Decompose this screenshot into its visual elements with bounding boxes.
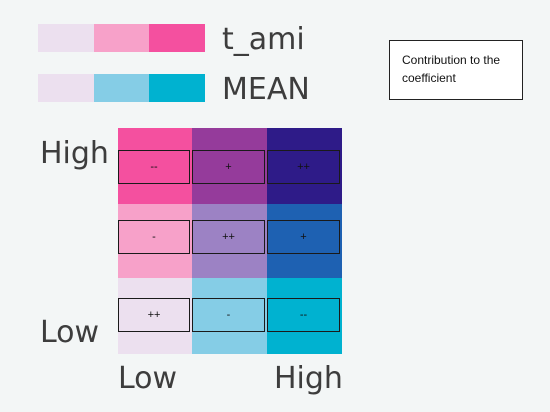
legend-swatch-tami-mid — [94, 24, 149, 52]
grid-cell-r0-c0 — [118, 128, 192, 204]
legend-swatch-mean-high — [149, 74, 205, 102]
grid-cell-r2-c0 — [118, 278, 192, 354]
y-axis-high-label: High — [40, 136, 109, 171]
legend-swatch-mean-mid — [94, 74, 149, 102]
x-axis-low-label: Low — [118, 361, 178, 396]
grid-symbol-r1-c2: + — [267, 220, 340, 254]
grid-cell-r1-c2 — [267, 204, 342, 278]
grid-symbol-r0-c1: + — [192, 150, 265, 184]
legend-label-tami: t_ami — [222, 22, 305, 57]
contribution-note-box: Contribution to the coefficient — [389, 40, 523, 100]
legend-swatch-tami-low — [38, 24, 94, 52]
grid-symbol-r2-c1: - — [192, 298, 265, 332]
grid-cell-r2-c1 — [192, 278, 267, 354]
grid-symbol-r0-c0: -- — [118, 150, 190, 184]
legend-swatch-mean-low — [38, 74, 94, 102]
grid-cell-r1-c0 — [118, 204, 192, 278]
x-axis-high-label: High — [274, 361, 343, 396]
contribution-note-text: Contribution to the coefficient — [402, 53, 501, 85]
y-axis-low-label: Low — [40, 315, 100, 350]
grid-symbol-r1-c0: - — [118, 220, 190, 254]
grid-cell-r1-c1 — [192, 204, 267, 278]
grid-cell-r0-c2 — [267, 128, 342, 204]
grid-cell-r0-c1 — [192, 128, 267, 204]
grid-cell-r2-c2 — [267, 278, 342, 354]
legend-label-mean: MEAN — [222, 72, 310, 107]
grid-symbol-r2-c0: ++ — [118, 298, 190, 332]
legend-swatch-tami-high — [149, 24, 205, 52]
grid-symbol-r1-c1: ++ — [192, 220, 265, 254]
grid-symbol-r2-c2: -- — [267, 298, 340, 332]
grid-symbol-r0-c2: ++ — [267, 150, 340, 184]
